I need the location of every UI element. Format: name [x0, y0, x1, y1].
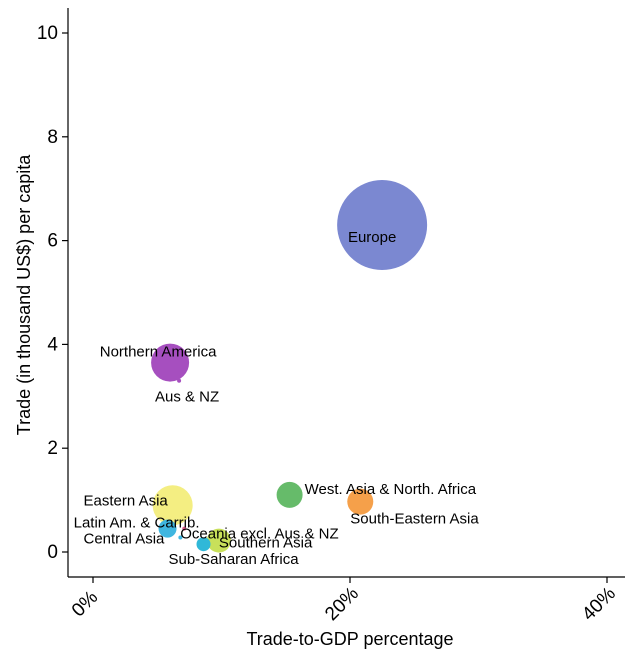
bubble-label: Oceania excl. Aus & NZ	[180, 526, 338, 543]
bubble-point	[158, 519, 177, 538]
bubble-label: Latin Am. & Carrib.	[74, 515, 200, 532]
y-tick-label: 0	[47, 542, 58, 563]
y-axis-title: Trade (in thousand US$) per capita	[14, 154, 34, 435]
bubble-point	[152, 485, 193, 526]
bubble-label: Eastern Asia	[84, 492, 169, 509]
bubble-point	[347, 488, 374, 515]
x-tick-label: 40%	[578, 583, 620, 625]
bubble-label: Southern Asia	[219, 535, 313, 552]
y-tick-label: 6	[47, 231, 58, 252]
bubble-point	[206, 528, 231, 553]
bubble-point	[151, 343, 190, 382]
y-tick-label: 4	[47, 334, 58, 355]
bubble-label: Aus & NZ	[155, 389, 219, 406]
bubble-point	[182, 526, 187, 531]
bubble-point	[276, 481, 303, 508]
bubble-point	[178, 535, 183, 540]
bubble-labels: Europe Northern America Aus & NZ West. Asia…	[74, 229, 480, 568]
bubble-label: South-Eastern Asia	[350, 511, 479, 528]
bubble-label: West. Asia & North. Africa	[305, 481, 477, 498]
y-tick-label: 8	[47, 127, 58, 148]
bubble-label: Central Asia	[84, 530, 166, 547]
x-tick-label: 20%	[321, 583, 363, 625]
y-tick-label: 10	[37, 23, 58, 44]
bubble-point	[196, 537, 211, 552]
bubble-label: Sub-Saharan Africa	[168, 551, 299, 568]
bubble-point	[177, 378, 182, 383]
x-axis-title: Trade-to-GDP percentage	[246, 629, 453, 649]
x-ticks: 0% 20% 40%	[68, 577, 620, 625]
bubbles	[151, 180, 428, 553]
bubble-point	[337, 180, 428, 271]
x-tick-label: 0%	[68, 587, 102, 621]
y-tick-label: 2	[47, 438, 58, 459]
y-ticks: 0 2 4 6 8 10	[37, 23, 68, 563]
bubble-label: Northern America	[100, 344, 217, 361]
bubble-label: Europe	[348, 229, 396, 246]
